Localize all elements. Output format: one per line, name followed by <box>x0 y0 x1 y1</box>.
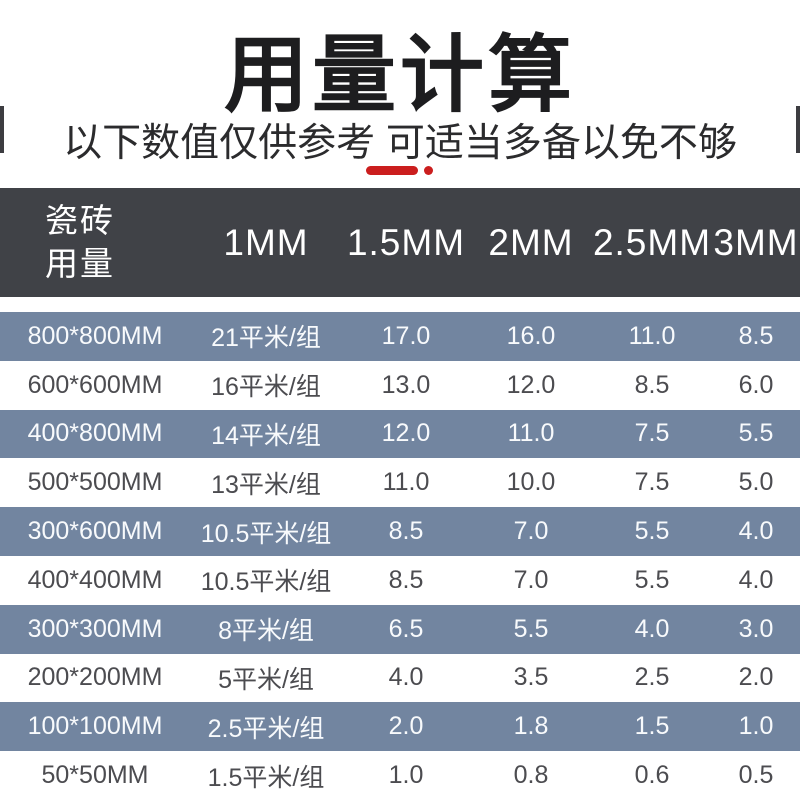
usage-value-cell: 6.5 <box>388 614 424 643</box>
table-row: 800*800MM 21平米/组 17.0 16.0 11.0 8.5 <box>0 312 800 361</box>
usage-value-cell: 5.5 <box>634 565 670 594</box>
red-underline-decoration <box>366 166 418 175</box>
tile-size-cell: 400*800MM <box>27 419 163 448</box>
usage-value-cell: 11.0 <box>507 419 555 448</box>
column-header-1mm: 1MM <box>223 221 309 263</box>
tile-size-cell: 400*400MM <box>27 565 163 594</box>
subtitle-note: 以下数值仅供参考 可适当多备以免不够 <box>63 122 737 165</box>
corner-header-line2: 用量 <box>45 244 115 282</box>
usage-value-cell: 0.5 <box>738 761 774 790</box>
tile-size-cell: 600*600MM <box>27 370 163 399</box>
usage-value-cell: 2.0 <box>738 663 774 692</box>
tile-size-cell: 300*600MM <box>27 517 163 546</box>
corner-header-line1: 瓷砖 <box>45 202 115 240</box>
usage-value-cell: 5.0 <box>738 468 774 497</box>
tile-size-cell: 800*800MM <box>27 321 163 350</box>
usage-value-cell: 6.0 <box>738 370 774 399</box>
usage-value-cell: 1.8 <box>513 712 549 741</box>
table-row: 400*800MM 14平米/组 12.0 11.0 7.5 5.5 <box>0 409 800 459</box>
tile-size-cell: 200*200MM <box>27 663 163 692</box>
usage-value-cell: 12.0 <box>381 419 431 448</box>
right-edge-mark <box>796 106 800 153</box>
usage-value-cell: 14平米/组 <box>211 421 321 450</box>
usage-value-cell: 13平米/组 <box>211 470 321 499</box>
tile-size-cell: 100*100MM <box>27 712 163 741</box>
table-row: 400*400MM 10.5平米/组 8.5 7.0 5.5 4.0 <box>0 555 800 605</box>
table-row: 600*600MM 16平米/组 13.0 12.0 8.5 6.0 <box>0 360 800 410</box>
usage-value-cell: 8.5 <box>388 517 424 546</box>
table-row: 300*300MM 8平米/组 6.5 5.5 4.0 3.0 <box>0 604 800 654</box>
usage-value-cell: 4.0 <box>634 614 670 643</box>
usage-value-cell: 4.0 <box>738 517 774 546</box>
usage-value-cell: 8平米/组 <box>218 617 314 646</box>
usage-value-cell: 0.8 <box>513 761 549 790</box>
usage-value-cell: 1.5 <box>634 712 670 741</box>
usage-value-cell: 8.5 <box>634 370 670 399</box>
usage-value-cell: 5平米/组 <box>218 665 314 694</box>
tile-size-cell: 300*300MM <box>27 614 163 643</box>
usage-value-cell: 2.5平米/组 <box>207 714 325 743</box>
usage-value-cell: 7.5 <box>634 468 670 497</box>
red-dot-decoration <box>424 166 433 175</box>
column-header-2mm: 2MM <box>488 221 574 263</box>
table-header: 瓷砖 用量 1MM 1.5MM 2MM 2.5MM 3MM <box>0 188 800 297</box>
usage-value-cell: 0.6 <box>634 761 670 790</box>
usage-value-cell: 10.0 <box>506 468 556 497</box>
usage-value-cell: 11.0 <box>628 321 676 350</box>
usage-value-cell: 1.0 <box>738 712 774 741</box>
table-row: 300*600MM 10.5平米/组 8.5 7.0 5.5 4.0 <box>0 507 800 556</box>
table-body: 800*800MM 21平米/组 17.0 16.0 11.0 8.5 600*600MM 1… <box>0 312 800 800</box>
usage-value-cell: 13.0 <box>381 370 431 399</box>
usage-value-cell: 16平米/组 <box>211 373 321 402</box>
usage-value-cell: 1.5平米/组 <box>207 763 325 792</box>
usage-value-cell: 1.0 <box>388 761 424 790</box>
tile-size-cell: 50*50MM <box>41 761 149 790</box>
table-row: 200*200MM 5平米/组 4.0 3.5 2.5 2.0 <box>0 653 800 703</box>
page-title: 用量计算 <box>223 28 576 122</box>
column-header-2-5mm: 2.5MM <box>592 221 712 263</box>
usage-value-cell: 5.5 <box>513 614 549 643</box>
corner-header-tile-usage: 瓷砖 用量 <box>0 200 190 284</box>
left-edge-mark <box>0 106 4 153</box>
usage-value-cell: 4.0 <box>738 565 774 594</box>
usage-value-cell: 7.0 <box>513 565 549 594</box>
column-header-3mm: 3MM <box>713 221 799 263</box>
usage-value-cell: 5.5 <box>634 517 670 546</box>
table-row: 100*100MM 2.5平米/组 2.0 1.8 1.5 1.0 <box>0 702 800 752</box>
usage-value-cell: 21平米/组 <box>211 324 321 353</box>
usage-value-cell: 11.0 <box>382 468 430 497</box>
usage-value-cell: 7.5 <box>634 419 670 448</box>
table-row: 50*50MM 1.5平米/组 1.0 0.8 0.6 0.5 <box>0 751 800 800</box>
usage-value-cell: 8.5 <box>388 565 424 594</box>
usage-value-cell: 4.0 <box>388 663 424 692</box>
usage-value-cell: 3.5 <box>513 663 549 692</box>
usage-value-cell: 5.5 <box>738 419 774 448</box>
tile-size-cell: 500*500MM <box>27 468 163 497</box>
usage-value-cell: 10.5平米/组 <box>200 519 332 548</box>
column-header-1-5mm: 1.5MM <box>346 221 466 263</box>
usage-value-cell: 8.5 <box>738 321 774 350</box>
usage-value-cell: 12.0 <box>506 370 556 399</box>
usage-value-cell: 7.0 <box>513 517 549 546</box>
usage-value-cell: 16.0 <box>506 321 556 350</box>
usage-value-cell: 2.5 <box>634 663 670 692</box>
usage-value-cell: 10.5平米/组 <box>200 568 332 597</box>
table-row: 500*500MM 13平米/组 11.0 10.0 7.5 5.0 <box>0 458 800 508</box>
usage-value-cell: 17.0 <box>381 321 431 350</box>
usage-value-cell: 3.0 <box>738 614 774 643</box>
usage-value-cell: 2.0 <box>388 712 424 741</box>
